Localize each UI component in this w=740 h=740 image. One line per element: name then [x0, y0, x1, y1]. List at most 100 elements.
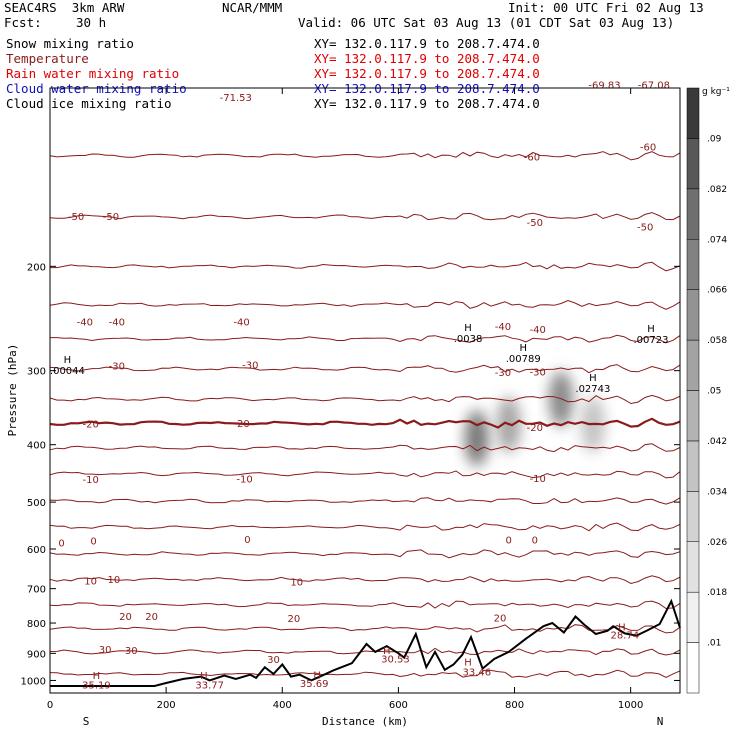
x-tick-label: 200 — [157, 700, 176, 711]
colorbar-swatch — [686, 440, 700, 492]
contour-label: -60 — [524, 152, 540, 163]
contour-label: 30 — [267, 655, 280, 666]
temperature-contour — [49, 549, 681, 559]
x-tick-label: 600 — [389, 700, 408, 711]
x-tick-label: 1000 — [618, 700, 643, 711]
colorbar-tick-label: .042 — [707, 437, 727, 447]
field-name-cloud-ice: Cloud ice mixing ratio — [6, 96, 172, 111]
contour-label: 0 — [532, 536, 538, 547]
contour-label: 10 — [84, 577, 97, 588]
forecast-hour: 30 h — [76, 15, 107, 30]
colorbar: .01 .018 .026 .034 .042 .05 .058 .066 .074 .082 .0… — [686, 87, 727, 694]
contour-label: -10 — [82, 475, 98, 486]
y-tick-label: 1000 — [21, 676, 46, 687]
contour-label: 20 — [494, 613, 507, 624]
model-title: SEAC4RS 3km ARW — [4, 0, 125, 15]
extremum-high-marker: H — [313, 671, 321, 682]
contour-label: -30 — [530, 367, 546, 378]
field-xy-cloud-ice: XY= 132.0.117.9 to 208.7.474.0 — [314, 96, 540, 111]
org-label: NCAR/MMM — [222, 0, 283, 15]
contour-label: 20 — [145, 612, 158, 623]
colorbar-swatch — [686, 188, 700, 240]
x-tick-label: 0 — [47, 700, 53, 711]
temperature-contour — [49, 470, 681, 479]
colorbar-tick-label: .074 — [707, 235, 727, 245]
colorbar-swatch — [686, 339, 700, 391]
contour-label: 20 — [288, 614, 301, 625]
colorbar-tick-label: .066 — [707, 286, 727, 296]
extremum-value: .00789 — [506, 354, 541, 365]
colorbar-swatch — [686, 491, 700, 543]
extremum-high-marker: H — [383, 646, 391, 657]
extremum-high-marker: H — [519, 343, 527, 354]
temperature-contour — [49, 647, 681, 656]
extremum-high-marker: H — [200, 671, 208, 682]
colorbar-unit-label: g kg⁻¹ — [702, 87, 730, 97]
colorbar-swatch — [686, 541, 700, 593]
temperature-contour — [49, 522, 681, 532]
y-tick-label: 600 — [27, 545, 46, 556]
colorbar-tick-label: .09 — [707, 134, 722, 144]
colorbar-swatch — [686, 390, 700, 442]
contour-label: 28.74 — [611, 630, 640, 641]
temperature-contour — [49, 497, 681, 505]
colorbar-tick-label: .082 — [707, 185, 727, 195]
contour-label: -20 — [82, 420, 98, 431]
field-name-rain: Rain water mixing ratio — [6, 66, 180, 81]
contour-label: -69.83 — [588, 80, 620, 91]
contour-labels: -71.53 -69.83 -67.08 -60 -60 -50 -50 -50 -50 -40 -… — [58, 80, 670, 691]
contour-label: 35.19 — [82, 680, 111, 691]
temperature-contour — [49, 394, 681, 405]
field-xy-temperature: XY= 132.0.117.9 to 208.7.474.0 — [314, 51, 540, 66]
contour-label: -30 — [109, 361, 125, 372]
field-xy-rain: XY= 132.0.117.9 to 208.7.474.0 — [314, 66, 540, 81]
temperature-contour — [49, 299, 681, 310]
y-tick-label: 400 — [27, 441, 46, 452]
forecast-label: Fcst: — [4, 15, 42, 30]
contour-label: -20 — [233, 419, 249, 430]
contour-label: 30 — [99, 645, 112, 656]
temperature-contours — [49, 151, 681, 679]
init-time: Init: 00 UTC Fri 02 Aug 13 — [508, 0, 704, 15]
field-name-snow: Snow mixing ratio — [6, 36, 134, 51]
axes: 0 200 400 600 800 100020030040050060070080090… — [21, 88, 680, 711]
extremum-value: .02743 — [575, 384, 610, 395]
valid-time: Valid: 06 UTC Sat 03 Aug 13 (01 CDT Sat … — [298, 15, 675, 30]
contour-label: -50 — [68, 212, 84, 223]
terrain-line — [50, 598, 681, 687]
colorbar-swatch — [686, 642, 700, 694]
temperature-contour — [49, 443, 681, 453]
contour-label: 0 — [58, 538, 64, 549]
extremum-high-marker: H — [64, 355, 72, 366]
colorbar-swatch — [686, 591, 700, 643]
contour-label: -40 — [530, 325, 546, 336]
contour-label: 0 — [90, 537, 96, 548]
colorbar-tick-label: .05 — [707, 387, 721, 397]
contour-label: 33.77 — [195, 681, 224, 692]
extremum-high-marker: H — [93, 671, 101, 682]
contour-label: -40 — [77, 318, 93, 329]
temperature-contour — [49, 669, 681, 679]
temperature-contour — [49, 575, 681, 585]
temperature-contour — [50, 334, 681, 344]
temperature-contour — [49, 364, 681, 374]
contour-label: -20 — [527, 423, 543, 434]
y-tick-label: 700 — [27, 585, 46, 596]
y-tick-label: 800 — [27, 619, 46, 630]
extremum-high-marker: H — [464, 323, 472, 334]
x-end-label-north: N — [657, 715, 664, 728]
extremum-value: .00044 — [50, 366, 85, 377]
contour-label: -71.53 — [220, 93, 252, 104]
contour-label: -10 — [236, 475, 252, 486]
contour-label: 35.69 — [300, 679, 329, 690]
contour-label: -60 — [640, 142, 656, 153]
x-tick-label: 800 — [505, 700, 524, 711]
contour-label: 10 — [290, 578, 303, 589]
y-tick-label: 200 — [27, 262, 46, 273]
colorbar-swatch — [686, 138, 700, 190]
contour-label: 30 — [125, 646, 138, 657]
field-xy-snow: XY= 132.0.117.9 to 208.7.474.0 — [314, 36, 540, 51]
contour-label: -50 — [637, 223, 653, 234]
temperature-contour — [49, 212, 681, 221]
colorbar-tick-label: .034 — [707, 487, 727, 497]
